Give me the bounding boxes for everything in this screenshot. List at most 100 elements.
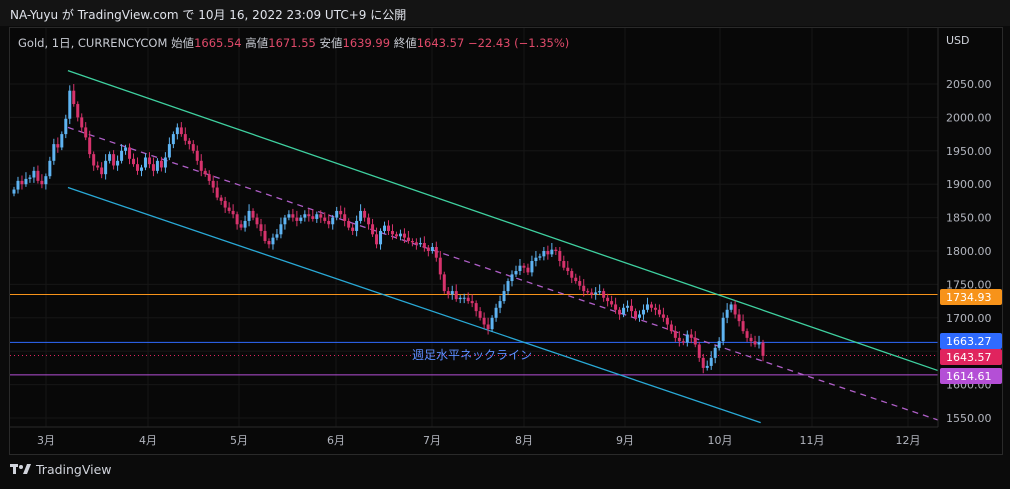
footer-brand[interactable]: TradingView (10, 462, 112, 482)
candle (554, 246, 558, 256)
candle (159, 156, 163, 172)
candle (506, 278, 510, 296)
candle (88, 130, 92, 159)
candle-body (634, 311, 638, 318)
candle (219, 194, 223, 205)
candle-body (88, 137, 92, 155)
candle (462, 293, 466, 304)
candle-body (486, 324, 490, 330)
candle-body (430, 246, 434, 251)
close-label: 終値 (393, 36, 417, 50)
candle (175, 123, 179, 140)
candle (594, 287, 598, 300)
candle-body (757, 342, 761, 345)
price-tag: 1663.27 (940, 333, 1002, 349)
candle (430, 242, 434, 254)
candle (187, 138, 191, 150)
candle (586, 288, 590, 296)
candle (155, 158, 159, 174)
candle-body (554, 249, 558, 251)
candle (510, 270, 514, 287)
candle-body (681, 341, 685, 343)
candle (538, 253, 542, 261)
candle-body (291, 214, 295, 218)
candle-body (594, 292, 598, 295)
candle-body (630, 305, 634, 312)
candle-body (649, 304, 653, 308)
high-label: 高値 (245, 36, 269, 50)
candle (347, 218, 351, 231)
candle-body (311, 216, 315, 219)
candle (151, 157, 155, 177)
candle (717, 337, 721, 351)
candle-body (84, 127, 88, 138)
candle-body (64, 118, 68, 135)
symbol-label[interactable]: Gold, 1日, CURRENCYCOM (18, 36, 168, 50)
candle (363, 208, 367, 222)
candle (693, 331, 697, 348)
candle (390, 224, 394, 240)
candle (622, 303, 626, 318)
candle (725, 303, 729, 324)
candle-body (359, 210, 363, 221)
y-tick-label: 1950.00 (946, 145, 992, 158)
candle (207, 170, 211, 185)
candle (645, 297, 649, 313)
x-tick-label: 12月 (896, 434, 921, 447)
candle-body (414, 242, 418, 245)
candle-body (713, 347, 717, 358)
candle-body (263, 230, 267, 241)
candle-body (171, 134, 175, 145)
candle (661, 307, 665, 322)
candle (502, 284, 506, 304)
candle (231, 204, 235, 219)
candle (100, 162, 104, 179)
candle-body (167, 144, 171, 158)
candle (323, 212, 327, 224)
candle (303, 210, 307, 222)
candle (387, 220, 390, 235)
candle (223, 196, 227, 213)
candle (211, 175, 215, 193)
candle-body (402, 233, 406, 238)
candle (590, 288, 594, 299)
candle (442, 271, 446, 294)
candle (307, 208, 311, 222)
candle (60, 131, 64, 151)
candle-body (32, 170, 36, 178)
candle-body (506, 281, 510, 292)
candle-body (124, 147, 128, 151)
candle (637, 310, 641, 322)
candle (518, 259, 522, 276)
candle (247, 204, 251, 227)
candle (263, 224, 267, 244)
candle-body (434, 246, 438, 258)
x-tick-label: 6月 (327, 434, 345, 447)
candle-body (566, 267, 570, 272)
candle-body (394, 234, 398, 237)
candle (486, 317, 490, 335)
candle-body (653, 307, 657, 310)
candle-body (534, 257, 538, 262)
candle (32, 166, 36, 183)
chart-panel[interactable] (9, 27, 1003, 455)
candle-body (689, 334, 693, 338)
candle (514, 265, 518, 278)
candle-body (530, 261, 534, 273)
candle-body (195, 150, 199, 161)
candle-body (657, 309, 661, 315)
candle-body (56, 144, 60, 148)
candle (367, 213, 371, 230)
neckline-annotation: 週足水平ネックライン (412, 348, 532, 362)
candle-body (44, 176, 48, 185)
candle-body (367, 217, 371, 225)
candle (199, 154, 203, 177)
y-tick-label: 1800.00 (946, 245, 992, 258)
candle (614, 297, 618, 314)
candle-body (155, 160, 159, 171)
candle (315, 211, 319, 223)
candle-body (191, 144, 195, 151)
candle-body (546, 251, 550, 255)
x-tick-label: 10月 (708, 434, 733, 447)
